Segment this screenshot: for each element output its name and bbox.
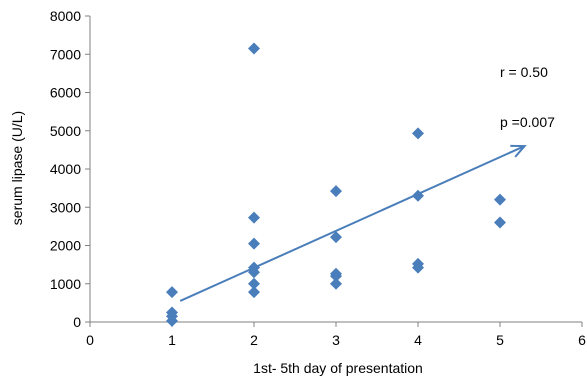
data-point: [412, 127, 424, 140]
y-tick-label: 8000: [50, 8, 81, 24]
trendline-group: [179, 144, 527, 302]
x-tick-label: 1: [168, 332, 176, 348]
x-tick-label: 6: [578, 332, 586, 348]
data-point: [248, 286, 260, 299]
trendline: [179, 145, 526, 302]
data-point: [248, 211, 260, 224]
x-tick-label: 4: [414, 332, 422, 348]
x-tick-label: 3: [332, 332, 340, 348]
y-axis-title: serum lipase (U/L): [9, 111, 25, 225]
x-axis-title: 1st- 5th day of presentation: [253, 360, 423, 376]
stat-annotation: p =0.007: [500, 114, 555, 130]
data-point: [248, 237, 260, 250]
annotations: r = 0.50 p =0.007: [500, 64, 555, 130]
x-tick-label: 0: [86, 332, 94, 348]
y-tick-labels: 0 1000 2000 3000 4000 5000 6000 7000 8000: [50, 8, 81, 330]
y-tick-label: 0: [73, 314, 81, 330]
x-tick-labels: 0 1 2 3 4 5 6: [86, 332, 586, 348]
x-tick-label: 5: [496, 332, 504, 348]
data-point: [412, 261, 424, 274]
data-point: [330, 185, 342, 198]
data-point: [330, 231, 342, 244]
y-tick-label: 3000: [50, 199, 81, 215]
x-tick-label: 2: [250, 332, 258, 348]
y-tick-label: 6000: [50, 85, 81, 101]
data-point: [330, 270, 342, 283]
data-point: [494, 216, 506, 229]
data-point: [412, 189, 424, 202]
y-tick-label: 7000: [50, 46, 81, 62]
data-point: [166, 286, 178, 299]
y-tick-label: 2000: [50, 238, 81, 254]
data-point: [330, 277, 342, 290]
data-point: [248, 266, 260, 279]
data-point: [494, 193, 506, 206]
data-point: [166, 314, 178, 327]
y-tick-label: 4000: [50, 161, 81, 177]
data-points: [166, 42, 506, 327]
data-point: [248, 277, 260, 290]
stat-annotation: r = 0.50: [500, 64, 548, 80]
trendline-arrowhead: [510, 144, 527, 158]
y-tick-label: 5000: [50, 123, 81, 139]
y-tick-label: 1000: [50, 276, 81, 292]
data-point: [248, 42, 260, 55]
